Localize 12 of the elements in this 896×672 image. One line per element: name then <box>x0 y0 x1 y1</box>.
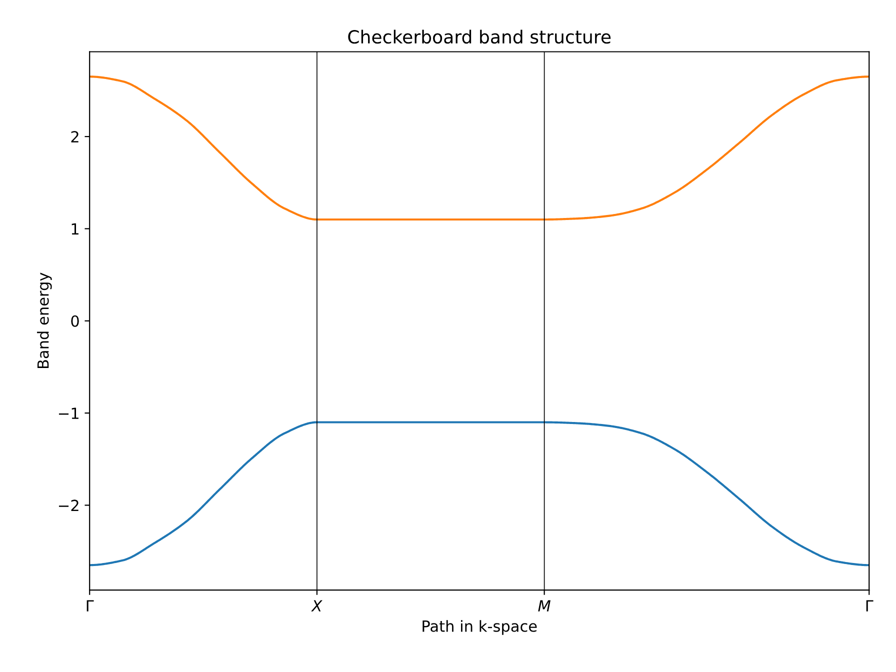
x-tick-label: X <box>311 600 322 612</box>
y-tick-label: 2 <box>71 131 78 142</box>
y-tick-label: 1 <box>72 223 78 235</box>
y-tick-label: −1 <box>58 408 78 419</box>
x-tick-label: Γ <box>86 600 94 612</box>
x-tick-label: M <box>538 600 550 612</box>
chart-title: Checkerboard band structure <box>348 30 611 44</box>
y-tick-label: 0 <box>71 315 79 327</box>
x-tick-label: Γ <box>866 600 874 612</box>
y-tick-label: −2 <box>58 500 78 512</box>
x-axis-title: Path in k-space <box>422 620 537 635</box>
y-axis-title: Band energy <box>37 272 52 368</box>
